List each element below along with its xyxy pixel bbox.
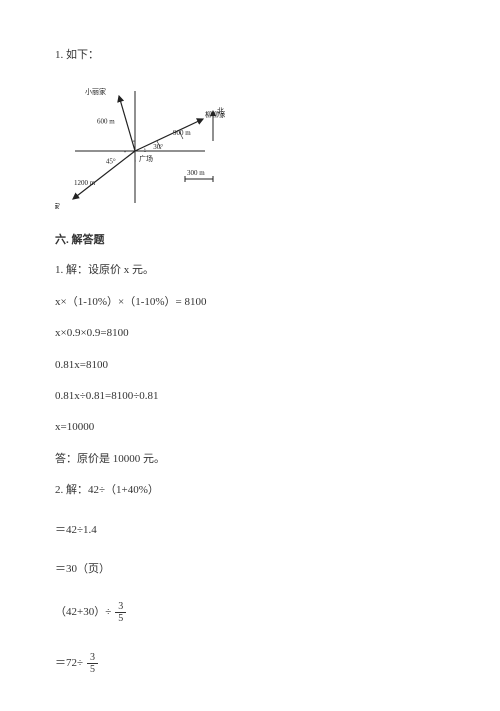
- p2-frac-line2: ＝72÷ 3 5: [55, 652, 445, 675]
- direction-diagram: 北广场小丽家600 m柳柳家900 m30°小明家1200 m45°300 m: [55, 79, 445, 209]
- frac-num: 3: [87, 652, 98, 664]
- svg-text:45°: 45°: [106, 158, 116, 166]
- p2-frac-line1: （42+30）÷ 3 5: [55, 601, 445, 624]
- frac-num: 3: [115, 601, 126, 613]
- p2-frac1-pre: （42+30）÷: [55, 605, 111, 620]
- svg-text:30°: 30°: [153, 144, 163, 152]
- p1-l6: 答：原价是 10000 元。: [55, 452, 445, 467]
- p2-l2: ＝30（页）: [55, 562, 445, 577]
- p1-l0: 1. 解：设原价 x 元。: [55, 263, 445, 278]
- frac-den: 5: [115, 613, 126, 624]
- fraction-3-5-b: 3 5: [87, 652, 98, 675]
- p1-l4: 0.81x÷0.81=8100÷0.81: [55, 389, 445, 404]
- p1-l5: x=10000: [55, 420, 445, 435]
- p2-l1: ＝42÷1.4: [55, 523, 445, 538]
- p2-l0: 2. 解：42÷（1+40%）: [55, 483, 445, 498]
- p1-l3: 0.81x=8100: [55, 358, 445, 373]
- svg-text:900 m: 900 m: [173, 129, 191, 137]
- svg-text:广场: 广场: [139, 154, 153, 163]
- q1-header: 1. 如下：: [55, 48, 445, 63]
- svg-text:小明家: 小明家: [55, 202, 60, 209]
- svg-text:600 m: 600 m: [97, 118, 115, 126]
- section-6-title: 六. 解答题: [55, 231, 445, 247]
- p2-frac2-pre: ＝72÷: [55, 656, 83, 671]
- p1-l1: x×（1-10%）×（1-10%）= 8100: [55, 295, 445, 310]
- svg-text:300 m: 300 m: [187, 169, 205, 177]
- svg-text:柳柳家: 柳柳家: [205, 110, 225, 119]
- fraction-3-5-a: 3 5: [115, 601, 126, 624]
- svg-text:小丽家: 小丽家: [85, 87, 106, 96]
- frac-den: 5: [87, 664, 98, 675]
- svg-text:1200 m: 1200 m: [74, 179, 96, 187]
- p1-l2: x×0.9×0.9=8100: [55, 326, 445, 341]
